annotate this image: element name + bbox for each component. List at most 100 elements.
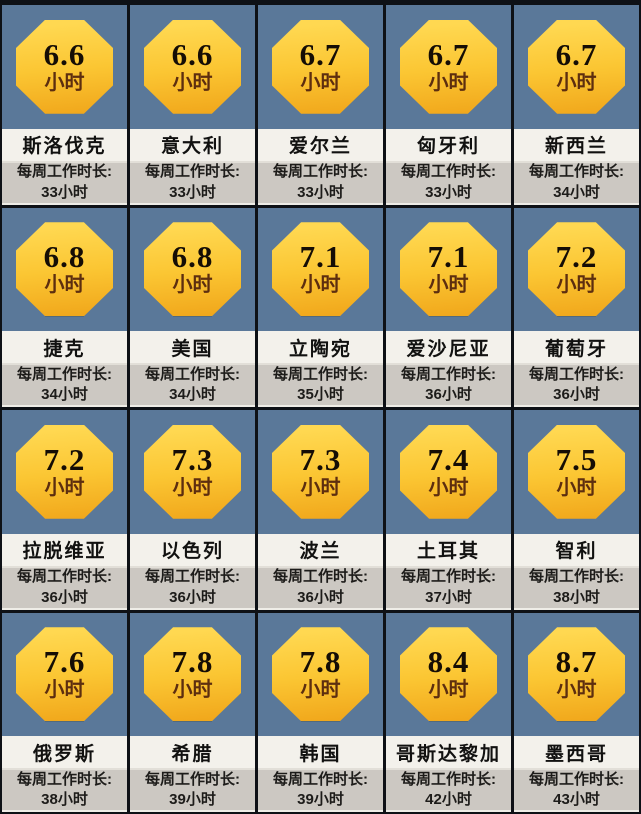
country-name: 土耳其 xyxy=(386,533,511,566)
country-name: 韩国 xyxy=(258,736,383,768)
weekly-hours-label: 每周工作时长: xyxy=(17,365,112,383)
daily-hours-area: 8.4 小时 xyxy=(386,613,511,737)
weekly-hours-value: 43小时 xyxy=(553,791,600,808)
daily-hours-area: 6.7 小时 xyxy=(386,5,511,129)
daily-hours-badge octagon-icon: 6.8 小时 xyxy=(144,222,241,317)
weekly-hours-strip: 每周工作时长: 38小时 xyxy=(2,768,127,812)
weekly-hours-label: 每周工作时长: xyxy=(145,365,240,383)
weekly-hours-strip: 每周工作时长: 33小时 xyxy=(386,160,511,205)
daily-hours-value: 7.1 xyxy=(299,239,342,275)
hours-unit-label: 小时 xyxy=(556,71,597,94)
daily-hours-value: 7.1 xyxy=(427,239,470,275)
country-name: 立陶宛 xyxy=(258,331,383,363)
weekly-hours-value: 33小时 xyxy=(41,183,88,201)
country-name: 美国 xyxy=(130,331,255,363)
weekly-hours-value: 33小时 xyxy=(425,183,472,201)
weekly-hours-strip: 每周工作时长: 36小时 xyxy=(2,565,127,610)
daily-hours-value: 6.7 xyxy=(299,36,342,72)
country-name: 斯洛伐克 xyxy=(2,128,127,161)
weekly-hours-strip: 每周工作时长: 33小时 xyxy=(258,160,383,205)
hours-unit-label: 小时 xyxy=(428,71,469,94)
weekly-hours-label: 每周工作时长: xyxy=(145,770,240,788)
daily-hours-value: 7.3 xyxy=(171,441,214,477)
daily-hours-value: 7.2 xyxy=(555,239,598,275)
weekly-hours-strip: 每周工作时长: 39小时 xyxy=(258,768,383,812)
weekly-hours-strip: 每周工作时长: 34小时 xyxy=(130,363,255,407)
weekly-hours-value: 42小时 xyxy=(425,791,472,808)
weekly-hours-label: 每周工作时长: xyxy=(529,163,624,181)
hours-unit-label: 小时 xyxy=(44,679,85,702)
weekly-hours-strip: 每周工作时长: 43小时 xyxy=(514,768,639,812)
hours-unit-label: 小时 xyxy=(556,679,597,702)
country-name: 智利 xyxy=(514,533,639,566)
daily-hours-badge octagon-icon: 7.5 小时 xyxy=(528,424,625,519)
hours-unit-label: 小时 xyxy=(300,679,341,702)
weekly-hours-value: 33小时 xyxy=(169,183,216,201)
country-name: 匈牙利 xyxy=(386,128,511,161)
weekly-hours-value: 36小时 xyxy=(553,386,600,403)
weekly-hours-label: 每周工作时长: xyxy=(273,568,368,586)
weekly-hours-label: 每周工作时长: xyxy=(273,163,368,181)
weekly-hours-label: 每周工作时长: xyxy=(17,568,112,586)
hours-unit-label: 小时 xyxy=(44,71,85,94)
country-cell: 6.8 小时 美国 每周工作时长: 34小时 xyxy=(130,207,255,407)
daily-hours-badge octagon-icon: 6.6 小时 xyxy=(144,19,241,114)
daily-hours-value: 7.5 xyxy=(555,441,598,477)
daily-hours-value: 8.7 xyxy=(555,644,598,680)
daily-hours-area: 7.4 小时 xyxy=(386,410,511,534)
country-cell: 7.8 小时 希腊 每周工作时长: 39小时 xyxy=(130,612,255,812)
country-cell: 6.7 小时 新西兰 每周工作时长: 34小时 xyxy=(514,5,639,205)
hours-unit-label: 小时 xyxy=(172,274,213,297)
weekly-hours-value: 36小时 xyxy=(425,386,472,403)
daily-hours-area: 6.6 小时 xyxy=(130,5,255,129)
daily-hours-badge octagon-icon: 6.7 小时 xyxy=(272,19,369,114)
hours-unit-label: 小时 xyxy=(428,274,469,297)
country-cell: 7.1 小时 立陶宛 每周工作时长: 35小时 xyxy=(258,207,383,407)
hours-unit-label: 小时 xyxy=(44,274,85,297)
weekly-hours-label: 每周工作时长: xyxy=(529,365,624,383)
weekly-hours-value: 33小时 xyxy=(297,183,344,201)
daily-hours-badge octagon-icon: 7.1 小时 xyxy=(400,222,497,317)
weekly-hours-strip: 每周工作时长: 38小时 xyxy=(514,565,639,610)
hours-unit-label: 小时 xyxy=(300,274,341,297)
hours-unit-label: 小时 xyxy=(428,476,469,499)
daily-hours-area: 6.7 小时 xyxy=(258,5,383,129)
weekly-hours-label: 每周工作时长: xyxy=(529,770,624,788)
weekly-hours-strip: 每周工作时长: 34小时 xyxy=(514,160,639,205)
weekly-hours-strip: 每周工作时长: 36小时 xyxy=(130,565,255,610)
hours-unit-label: 小时 xyxy=(172,71,213,94)
weekly-hours-value: 36小时 xyxy=(41,588,88,606)
country-cell: 7.6 小时 俄罗斯 每周工作时长: 38小时 xyxy=(2,612,127,812)
daily-hours-value: 6.8 xyxy=(171,239,214,275)
country-cell: 8.7 小时 墨西哥 每周工作时长: 43小时 xyxy=(514,612,639,812)
daily-hours-value: 6.6 xyxy=(43,36,86,72)
daily-hours-badge octagon-icon: 6.7 小时 xyxy=(400,19,497,114)
weekly-hours-strip: 每周工作时长: 36小时 xyxy=(514,363,639,407)
daily-hours-value: 6.8 xyxy=(43,239,86,275)
weekly-hours-strip: 每周工作时长: 37小时 xyxy=(386,565,511,610)
country-cell: 7.2 小时 拉脱维亚 每周工作时长: 36小时 xyxy=(2,410,127,610)
weekly-hours-label: 每周工作时长: xyxy=(17,163,112,181)
country-name: 爱沙尼亚 xyxy=(386,331,511,363)
daily-hours-value: 7.2 xyxy=(43,441,86,477)
daily-hours-value: 7.8 xyxy=(299,644,342,680)
country-cell: 7.3 小时 波兰 每周工作时长: 36小时 xyxy=(258,410,383,610)
country-name: 墨西哥 xyxy=(514,736,639,768)
daily-hours-value: 7.8 xyxy=(171,644,214,680)
country-name: 捷克 xyxy=(2,331,127,363)
daily-hours-value: 8.4 xyxy=(427,644,470,680)
weekly-hours-strip: 每周工作时长: 39小时 xyxy=(130,768,255,812)
country-name: 葡萄牙 xyxy=(514,331,639,363)
weekly-hours-strip: 每周工作时长: 36小时 xyxy=(258,565,383,610)
country-name: 以色列 xyxy=(130,533,255,566)
weekly-hours-value: 35小时 xyxy=(297,386,344,403)
daily-hours-badge octagon-icon: 7.6 小时 xyxy=(16,627,113,722)
weekly-hours-value: 39小时 xyxy=(297,791,344,808)
daily-hours-badge octagon-icon: 7.2 小时 xyxy=(16,424,113,519)
daily-hours-area: 7.2 小时 xyxy=(2,410,127,534)
country-cell: 6.6 小时 斯洛伐克 每周工作时长: 33小时 xyxy=(2,5,127,205)
weekly-hours-label: 每周工作时长: xyxy=(145,568,240,586)
weekly-hours-strip: 每周工作时长: 35小时 xyxy=(258,363,383,407)
daily-hours-badge octagon-icon: 7.3 小时 xyxy=(272,424,369,519)
weekly-hours-strip: 每周工作时长: 33小时 xyxy=(2,160,127,205)
